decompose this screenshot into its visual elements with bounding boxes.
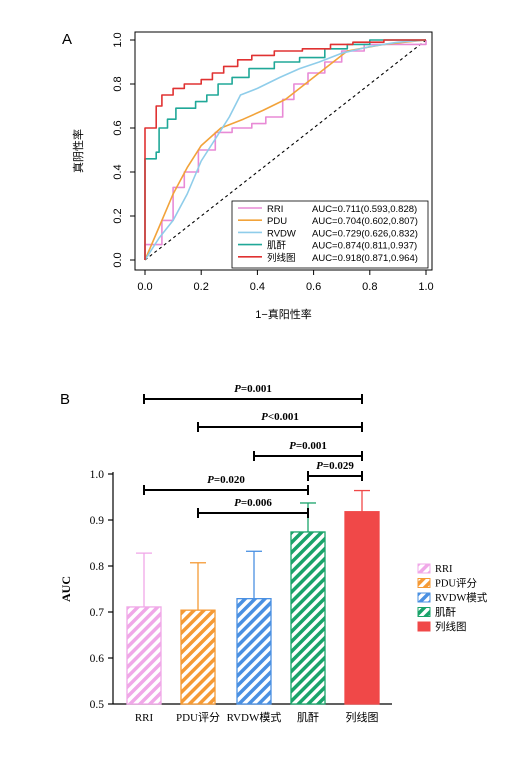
roc-curve-2: [144, 39, 427, 261]
roc-legend-auc: AUC=0.704(0.602,0.807): [312, 216, 418, 227]
roc-legend-name: PDU: [267, 216, 287, 227]
bar-2: [180, 609, 216, 705]
sig-p-text: <0.001: [268, 411, 299, 423]
roc-x-tick-label: 0.8: [362, 281, 377, 293]
roc-legend-name: 列线图: [267, 252, 296, 264]
bar-legend-swatch: [417, 563, 431, 574]
bar-legend-label: RVDW模式: [435, 591, 488, 604]
bar-y-tick-label: 0.5: [90, 699, 105, 711]
roc-chart: 0.0 0.2 0.4 0.6 0.8 1.0 0.0 0.2 0.4 0.6 0.8 1.0 1−真阳…: [71, 31, 434, 321]
roc-x-axis-label: 1−真阳性率: [255, 307, 312, 321]
roc-plot-frame: [134, 31, 433, 271]
sig-p-text: =0.020: [214, 474, 246, 486]
bar-category-label: RVDW模式: [227, 711, 282, 724]
roc-curve-3: [144, 39, 427, 261]
bar-legend-swatch: [417, 592, 431, 603]
sig-p-text: =0.001: [241, 383, 272, 395]
bar-legend-swatch: [417, 607, 431, 617]
bar-y-tick-label: 1.0: [90, 469, 105, 481]
roc-y-tick-label: 0.6: [112, 120, 124, 135]
roc-y-tick-label: 0.0: [112, 252, 124, 267]
bar-category-label: PDU评分: [176, 711, 220, 724]
sig-p-value: P=0.006: [234, 497, 272, 509]
sig-p-value: P=0.020: [207, 474, 245, 486]
bar-3: [236, 598, 272, 705]
bar-legend-label: PDU评分: [435, 578, 478, 590]
roc-y-tick-label: 0.4: [112, 164, 124, 179]
sig-p-text: =0.001: [296, 440, 327, 452]
roc-curve-5: [144, 39, 426, 260]
bar-legend-swatch: [417, 621, 431, 632]
bar-y-tick-label: 0.6: [90, 653, 105, 665]
roc-x-tick-label: 1.0: [418, 281, 433, 293]
roc-y-tick-label: 0.8: [112, 76, 124, 91]
roc-y-tick-label: 1.0: [112, 32, 124, 47]
roc-x-tick-label: 0.2: [194, 281, 209, 293]
bar-legend-swatch: [417, 578, 431, 588]
sig-p-symbol: P: [207, 474, 214, 486]
roc-legend-auc: AUC=0.711(0.593,0.828): [312, 204, 417, 215]
roc-x-tick-label: 0.0: [137, 281, 152, 293]
roc-legend-name: RVDW: [267, 228, 296, 239]
bar-4: [290, 531, 326, 705]
roc-x-tick-label: 0.6: [306, 281, 321, 293]
bar-category-label: 肌酐: [297, 711, 319, 724]
bar-category-label: 列线图: [346, 710, 379, 724]
sig-p-symbol: P: [289, 440, 296, 452]
roc-curve-1: [144, 40, 427, 260]
bar-legend-label: 列线图: [435, 620, 467, 633]
sig-p-symbol: P: [261, 411, 268, 423]
bar-y-axis-label: AUC: [59, 576, 73, 602]
roc-legend-auc: AUC=0.729(0.626,0.832): [312, 228, 418, 239]
sig-p-value: P<0.001: [261, 411, 299, 423]
sig-p-text: =0.006: [241, 497, 273, 509]
sig-p-text: =0.029: [323, 460, 355, 472]
sig-p-symbol: P: [234, 497, 241, 509]
roc-legend-box: [231, 200, 429, 269]
bar-category-label: RRI: [135, 712, 154, 724]
roc-x-tick-label: 0.4: [250, 281, 265, 293]
sig-p-symbol: P: [316, 460, 323, 472]
bar-legend-label: 肌酐: [435, 607, 456, 619]
sig-p-symbol: P: [234, 383, 241, 395]
roc-legend-auc: AUC=0.874(0.811,0.937): [312, 241, 417, 252]
roc-y-axis-label: 真阴性率: [71, 129, 85, 173]
bar-y-tick-label: 0.9: [90, 515, 105, 527]
roc-legend-auc: AUC=0.918(0.871,0.964): [312, 253, 418, 264]
bar-1: [126, 606, 162, 705]
sig-p-value: P=0.029: [316, 460, 354, 472]
roc-legend-name: RRI: [267, 204, 283, 215]
sig-p-value: P=0.001: [289, 440, 327, 452]
roc-legend-name: 肌酐: [267, 241, 287, 252]
bar-5: [344, 511, 380, 705]
bar-y-tick-label: 0.8: [90, 561, 105, 573]
panel-a-label: A: [62, 31, 72, 48]
panel-b-label: B: [60, 391, 70, 408]
roc-y-tick-label: 0.2: [112, 208, 124, 223]
sig-p-value: P=0.001: [234, 383, 272, 395]
bar-y-tick-label: 0.7: [90, 607, 105, 619]
bar-legend-label: RRI: [435, 564, 453, 575]
